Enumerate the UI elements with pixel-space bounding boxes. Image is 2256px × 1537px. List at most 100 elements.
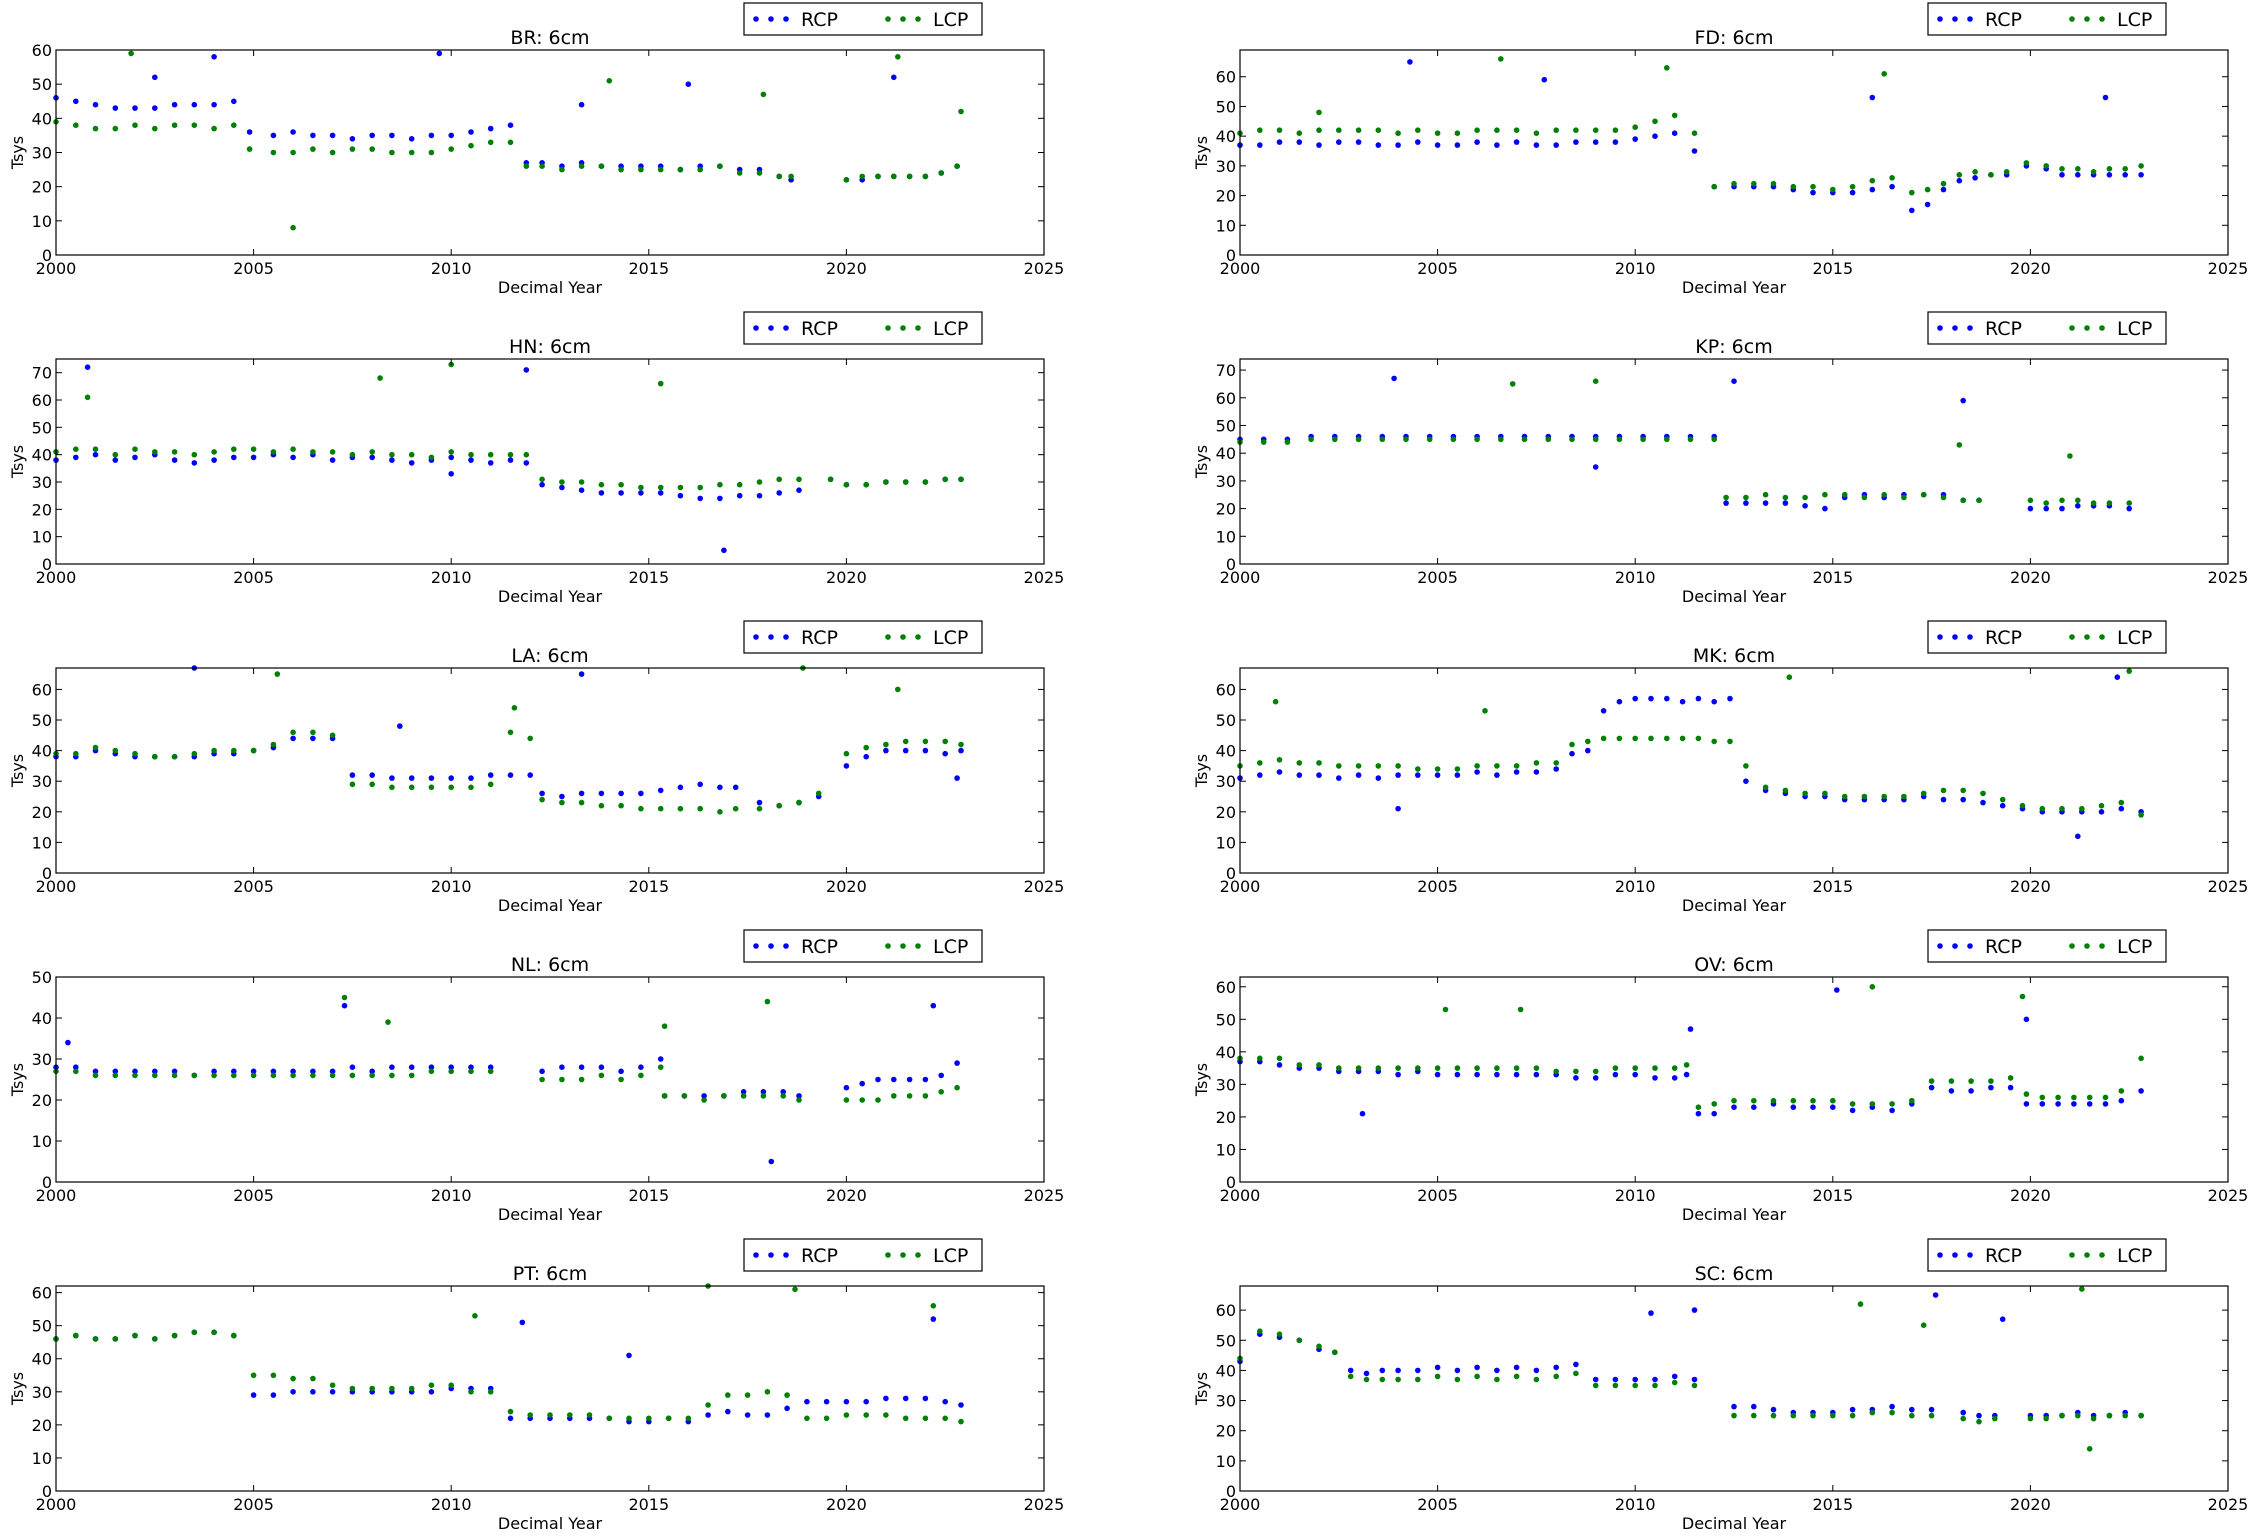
data-point — [922, 1395, 929, 1402]
data-point — [638, 1064, 644, 1070]
data-point — [1509, 381, 1516, 387]
data-point — [784, 1405, 790, 1412]
data-point — [539, 790, 545, 797]
data-point — [827, 476, 834, 483]
data-point — [1723, 494, 1729, 501]
legend-marker — [1937, 634, 1943, 640]
x-tick-label: 2000 — [36, 1495, 77, 1514]
data-point — [843, 1097, 850, 1103]
y-tick-label: 60 — [32, 680, 52, 699]
x-tick-label: 2020 — [2010, 877, 2051, 896]
data-point — [310, 132, 316, 139]
data-point — [1857, 1301, 1864, 1307]
y-tick-label: 0 — [42, 246, 52, 265]
legend-marker — [1937, 943, 1943, 949]
data-point — [132, 1072, 138, 1079]
data-point — [1454, 772, 1461, 778]
data-point — [171, 122, 178, 128]
data-point — [578, 1076, 585, 1083]
data-point — [954, 1084, 960, 1091]
data-point — [2106, 166, 2113, 172]
data-point — [1830, 186, 1836, 193]
data-point — [843, 481, 850, 488]
x-axis-label: Decimal Year — [1682, 1205, 1787, 1224]
data-point — [1474, 127, 1480, 133]
data-point — [657, 380, 664, 387]
x-tick-label: 2025 — [2208, 568, 2249, 587]
data-point — [428, 132, 435, 139]
data-point — [1632, 136, 1638, 142]
data-point — [744, 1392, 751, 1398]
data-point — [1276, 1062, 1283, 1068]
data-point — [1454, 1065, 1461, 1071]
data-point — [863, 744, 869, 751]
data-point — [408, 149, 415, 156]
y-tick-label: 10 — [1216, 1452, 1236, 1471]
data-point — [1553, 766, 1559, 772]
legend-marker — [1952, 634, 1958, 640]
data-point — [721, 1093, 727, 1099]
data-point — [883, 747, 889, 754]
x-tick-label: 2015 — [1812, 877, 1853, 896]
data-point — [329, 1068, 336, 1075]
data-point — [349, 146, 356, 152]
data-point — [796, 799, 802, 806]
data-point — [1909, 1406, 1915, 1413]
data-point — [1731, 1412, 1737, 1419]
data-point — [1711, 183, 1717, 190]
legend-marker — [915, 325, 921, 331]
data-point — [2043, 163, 2049, 169]
legend-label: RCP — [1985, 627, 2022, 649]
data-point — [1407, 59, 1413, 65]
data-point — [1834, 987, 1840, 993]
data-point — [73, 122, 79, 128]
data-point — [2007, 1084, 2014, 1091]
data-point — [1632, 735, 1638, 742]
y-tick-label: 10 — [32, 528, 52, 547]
data-point — [211, 54, 217, 60]
data-point — [1928, 1412, 1935, 1419]
data-point — [527, 1412, 533, 1418]
data-point — [701, 1097, 707, 1103]
data-point — [902, 1395, 909, 1402]
data-point — [1956, 442, 1963, 448]
legend-label: RCP — [801, 9, 838, 31]
data-point — [1889, 175, 1895, 181]
data-point — [1272, 698, 1279, 705]
data-point — [883, 1395, 889, 1402]
data-point — [1355, 763, 1362, 769]
data-point — [1881, 71, 1887, 77]
data-point — [1474, 1065, 1480, 1071]
y-tick-label: 50 — [32, 75, 52, 94]
y-tick-label: 20 — [32, 803, 52, 822]
y-tick-label: 50 — [1216, 1331, 1236, 1350]
legend-label: LCP — [2117, 9, 2152, 31]
data-point — [329, 732, 336, 739]
x-axis-label: Decimal Year — [1682, 587, 1787, 606]
data-point — [523, 460, 530, 466]
data-point — [369, 132, 376, 139]
data-point — [2027, 497, 2034, 504]
data-point — [73, 454, 79, 461]
legend-marker — [783, 16, 789, 22]
data-point — [1513, 1373, 1520, 1380]
data-point — [349, 1064, 356, 1070]
data-point — [1395, 130, 1401, 136]
data-point — [448, 454, 455, 461]
legend-marker — [2099, 943, 2105, 949]
data-point — [618, 166, 624, 173]
data-point — [1494, 1071, 1500, 1078]
data-point — [1691, 148, 1698, 154]
data-point — [732, 805, 739, 812]
chart-title: NL: 6cm — [511, 954, 589, 976]
data-point — [1960, 796, 1966, 803]
data-point — [1454, 1376, 1461, 1383]
chart-panel-3: HN: 6cm 2000 2005 2010 2015 2020 2025 0 10 20 30 40… — [8, 311, 1064, 606]
data-point — [1454, 766, 1461, 772]
data-point — [942, 750, 948, 757]
data-point — [250, 1372, 257, 1379]
x-axis-label: Decimal Year — [498, 1205, 603, 1224]
y-tick-label: 0 — [42, 1173, 52, 1192]
y-axis-label: Tsys — [1192, 1063, 1211, 1097]
data-point — [290, 1375, 296, 1382]
